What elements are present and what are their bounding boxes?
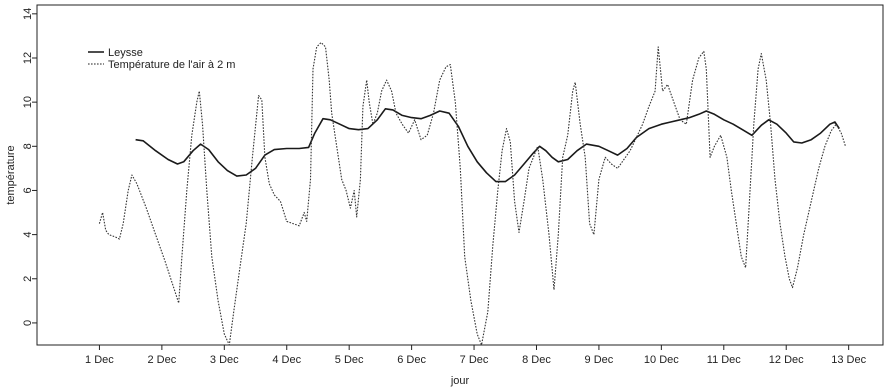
x-tick-label: 1 Dec	[85, 354, 114, 366]
x-axis-label: jour	[450, 375, 470, 387]
x-tick-label: 10 Dec	[644, 354, 679, 366]
x-tick-label: 2 Dec	[147, 354, 176, 366]
y-tick-label: 10	[22, 96, 34, 108]
y-tick-label: 4	[22, 232, 34, 238]
series-layer	[98, 41, 847, 346]
x-axis: 1 Dec 2 Dec 3 Dec 4 Dec 5 Dec 6 Dec 7 Dec 8 Dec…	[85, 345, 867, 366]
series-line-leysse	[135, 108, 840, 183]
legend-label: Température de l'air à 2 m	[108, 59, 235, 71]
y-tick-label: 0	[22, 320, 34, 326]
x-tick-label: 6 Dec	[397, 354, 426, 366]
x-tick-label: 7 Dec	[460, 354, 489, 366]
x-tick-label: 12 Dec	[769, 354, 804, 366]
legend-label: Leysse	[108, 47, 143, 59]
y-axis-label: température	[5, 145, 17, 204]
series-line-air-temperature	[98, 41, 847, 346]
x-tick-label: 8 Dec	[522, 354, 551, 366]
y-tick-label: 6	[22, 187, 34, 193]
y-axis: 0 2 4 6 8 10 12 14	[22, 8, 37, 326]
x-tick-label: 11 Dec	[707, 354, 742, 366]
x-tick-label: 5 Dec	[335, 354, 364, 366]
y-tick-label: 8	[22, 143, 34, 149]
y-tick-label: 14	[22, 8, 34, 20]
y-tick-label: 2	[22, 276, 34, 282]
x-tick-label: 4 Dec	[272, 354, 301, 366]
x-tick-label: 3 Dec	[210, 354, 239, 366]
x-tick-label: 13 Dec	[831, 354, 866, 366]
y-tick-label: 12	[22, 52, 34, 64]
plot-frame	[36, 4, 884, 346]
x-tick-label: 9 Dec	[585, 354, 614, 366]
